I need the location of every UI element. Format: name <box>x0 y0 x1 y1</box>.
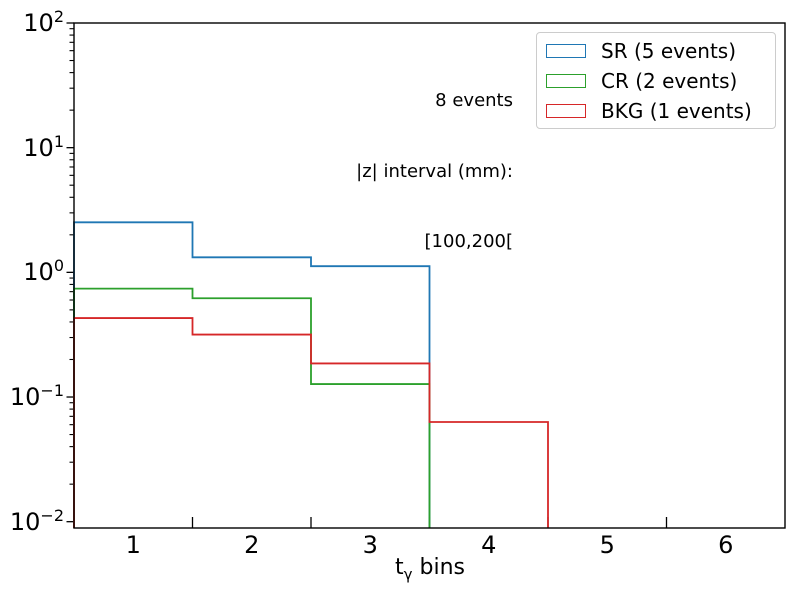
legend-label-cr: CR (2 events) <box>601 68 738 93</box>
x-tick-label: 4 <box>481 531 497 559</box>
x-tick-label: 3 <box>362 531 378 559</box>
x-tick-label: 2 <box>244 531 260 559</box>
legend: SR (5 events) CR (2 events) BKG (1 event… <box>536 32 776 129</box>
y-tick-label: 10−2 <box>9 505 64 536</box>
series-path-cr <box>73 287 431 528</box>
y-tick-label: 102 <box>23 7 64 38</box>
annotation-line-interval-range: [100,200[ <box>424 231 513 252</box>
series-path-sr <box>73 221 431 528</box>
y-tick-label: 10−1 <box>9 381 64 412</box>
annotation-line-z-interval: |z| interval (mm): <box>356 160 513 182</box>
events-annotation: 8 events |z| interval (mm): [100,200[ <box>356 42 513 301</box>
legend-item-cr: CR (2 events) <box>537 66 775 95</box>
y-tick-label: 101 <box>23 131 64 162</box>
axes-frame <box>73 22 786 529</box>
x-tick-label: 6 <box>718 531 734 559</box>
x-axis-label: tγ bins <box>395 554 465 582</box>
legend-swatch-cr <box>546 73 586 88</box>
annotation-line-total-events: 8 events <box>435 90 513 111</box>
legend-swatch-sr <box>546 43 586 58</box>
x-tick-label: 1 <box>125 531 141 559</box>
legend-swatch-bkg <box>546 103 586 118</box>
legend-label-sr: SR (5 events) <box>601 38 737 63</box>
x-axis-label-main: t <box>394 555 404 580</box>
series-path-bkg <box>73 317 549 528</box>
x-axis-label-subscript: γ <box>403 565 413 584</box>
legend-item-sr: SR (5 events) <box>537 36 775 65</box>
legend-label-bkg: BKG (1 events) <box>601 98 752 123</box>
x-tick-label: 5 <box>599 531 615 559</box>
y-tick-label: 100 <box>23 256 64 287</box>
x-axis-label-rest: bins <box>412 555 466 580</box>
legend-item-bkg: BKG (1 events) <box>537 96 775 125</box>
